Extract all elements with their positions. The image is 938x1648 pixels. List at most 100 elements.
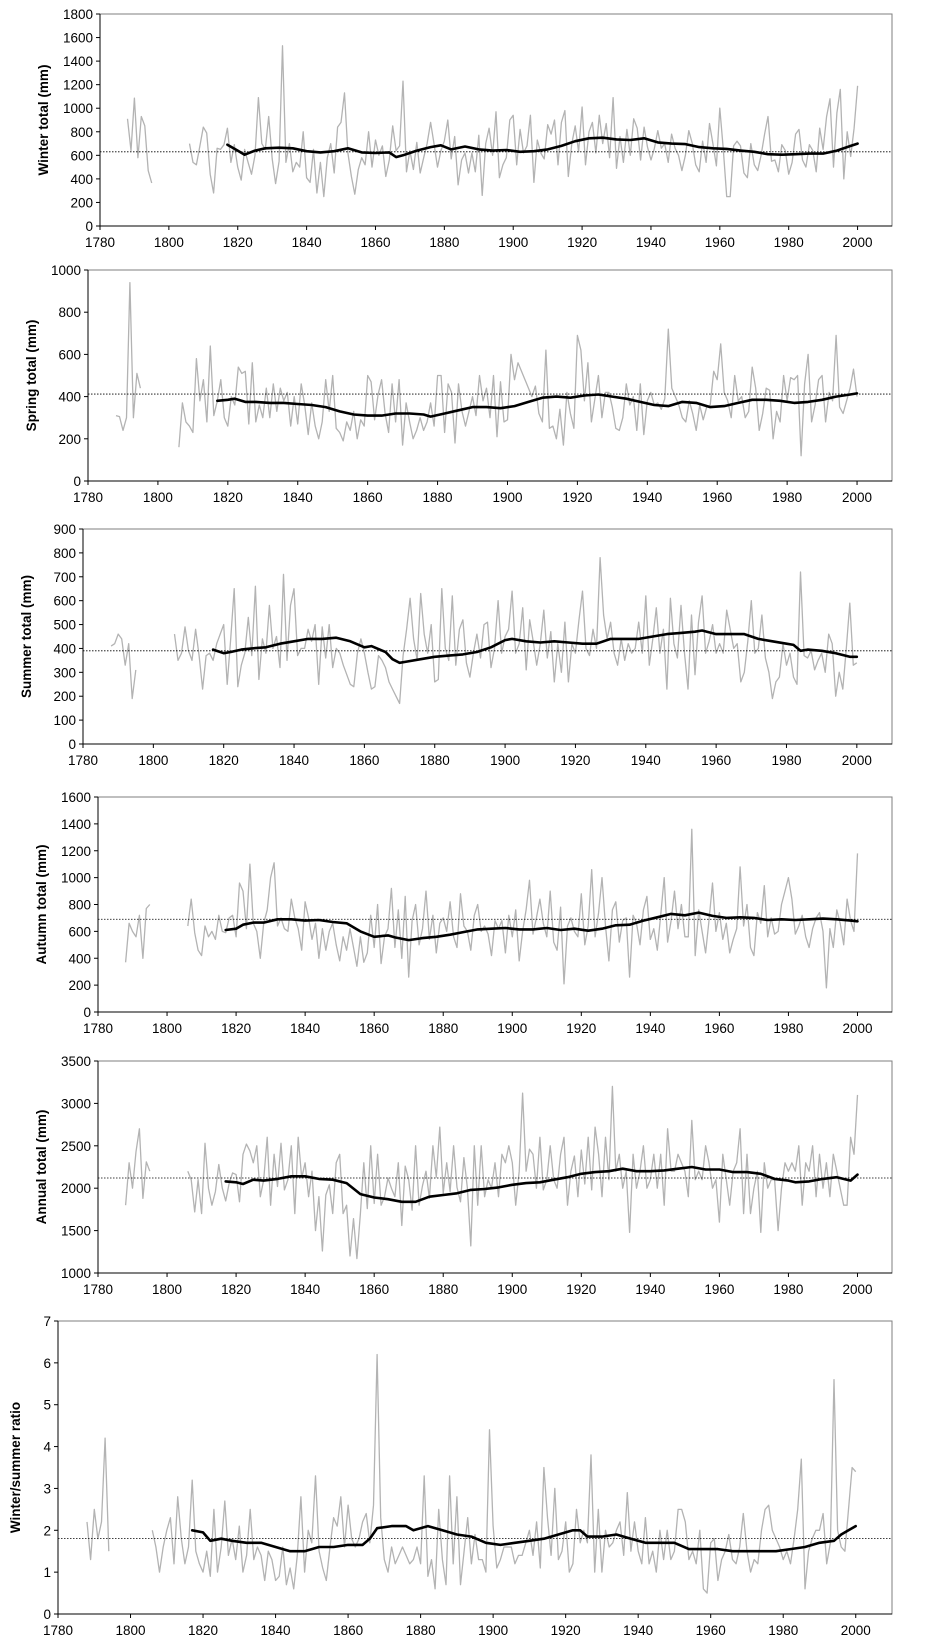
annual-total-mm-x-tick-label: 1980 bbox=[773, 1282, 803, 1297]
summer-total-mm-x-tick-label: 1940 bbox=[631, 753, 661, 768]
winter-summer-ratio-y-axis-title: Winter/summer ratio bbox=[8, 1402, 23, 1533]
summer-total-mm-y-axis-title: Summer total (mm) bbox=[19, 575, 34, 698]
autumn-total-mm-y-tick-label: 1400 bbox=[61, 817, 91, 832]
spring-total-mm-x-tick-label: 1900 bbox=[492, 490, 522, 505]
spring-total-mm-y-tick-label: 0 bbox=[73, 474, 81, 489]
summer-total-mm-y-tick-label: 800 bbox=[53, 546, 76, 561]
winter-summer-ratio-y-tick-label: 1 bbox=[43, 1565, 51, 1580]
winter-total-mm-y-tick-label: 1200 bbox=[63, 78, 93, 93]
winter-total-mm-y-tick-label: 1800 bbox=[63, 7, 93, 22]
winter-summer-ratio-y-tick-label: 5 bbox=[43, 1398, 51, 1413]
summer-total-mm-x-tick-label: 1900 bbox=[490, 753, 520, 768]
winter-total-mm-x-tick-label: 1820 bbox=[223, 235, 253, 250]
winter-total-mm-y-tick-label: 600 bbox=[70, 148, 93, 163]
winter-summer-ratio-x-tick-label: 1880 bbox=[406, 1623, 436, 1638]
spring-total-mm-y-tick-label: 1000 bbox=[51, 263, 81, 278]
winter-total-mm-x-tick-label: 1880 bbox=[429, 235, 459, 250]
winter-total-mm-x-tick-label: 1960 bbox=[705, 235, 735, 250]
panel-winter-summer-ratio: 0 1 2 3 4 5 6 7 1780 1800 1820 1840 1860 1880 1900 1920… bbox=[8, 1314, 893, 1638]
summer-total-mm-plot-frame bbox=[82, 528, 893, 745]
winter-summer-ratio-x-tick-label: 1900 bbox=[478, 1623, 508, 1638]
winter-summer-ratio-y-tick-label: 6 bbox=[43, 1356, 51, 1371]
winter-total-mm-x-tick-label: 1920 bbox=[567, 235, 597, 250]
autumn-total-mm-x-tick-label: 1920 bbox=[566, 1021, 596, 1036]
summer-total-mm-y-tick-label: 200 bbox=[53, 689, 76, 704]
winter-total-mm-x-tick-label: 1800 bbox=[154, 235, 184, 250]
summer-total-mm-annual-series-line bbox=[110, 557, 858, 705]
autumn-total-mm-x-tick-label: 1960 bbox=[704, 1021, 734, 1036]
winter-total-mm-x-tick-label: 1840 bbox=[292, 235, 322, 250]
annual-total-mm-y-axis-title: Annual total (mm) bbox=[34, 1110, 49, 1225]
autumn-total-mm-annual-series-line bbox=[124, 828, 859, 989]
winter-total-mm-annual-series-line bbox=[126, 45, 859, 198]
winter-summer-ratio-x-tick-label: 1920 bbox=[551, 1623, 581, 1638]
annual-total-mm-y-tick-label: 1500 bbox=[61, 1224, 91, 1239]
autumn-total-mm-x-tick-label: 1780 bbox=[83, 1021, 113, 1036]
winter-total-mm-y-tick-label: 200 bbox=[70, 195, 93, 210]
annual-total-mm-y-tick-label: 2000 bbox=[61, 1181, 91, 1196]
spring-total-mm-annual-series-line bbox=[115, 282, 858, 457]
panel-annual-total: 1000 1500 2000 2500 3000 3500 1780 1800 1820 1840… bbox=[34, 1054, 893, 1297]
spring-total-mm-x-tick-label: 1780 bbox=[73, 490, 103, 505]
autumn-total-mm-x-tick-label: 1820 bbox=[221, 1021, 251, 1036]
winter-summer-ratio-y-tick-label: 0 bbox=[43, 1607, 51, 1622]
winter-total-mm-x-tick-label: 1860 bbox=[360, 235, 390, 250]
winter-total-mm-y-tick-label: 1000 bbox=[63, 101, 93, 116]
summer-total-mm-x-tick-label: 1880 bbox=[420, 753, 450, 768]
summer-total-mm-x-tick-label: 2000 bbox=[842, 753, 872, 768]
autumn-total-mm-y-tick-label: 600 bbox=[68, 924, 91, 939]
winter-summer-ratio-y-tick-label: 2 bbox=[43, 1523, 51, 1538]
summer-total-mm-x-tick-label: 1800 bbox=[138, 753, 168, 768]
summer-total-mm-x-tick-label: 1840 bbox=[279, 753, 309, 768]
summer-total-mm-y-tick-label: 700 bbox=[53, 570, 76, 585]
summer-total-mm-x-tick-label: 1780 bbox=[68, 753, 98, 768]
spring-total-mm-x-tick-label: 1840 bbox=[283, 490, 313, 505]
summer-total-mm-y-tick-label: 600 bbox=[53, 594, 76, 609]
autumn-total-mm-x-tick-label: 1900 bbox=[497, 1021, 527, 1036]
spring-total-mm-x-tick-label: 1920 bbox=[562, 490, 592, 505]
winter-total-mm-x-tick-label: 1940 bbox=[636, 235, 666, 250]
spring-total-mm-y-axis-title: Spring total (mm) bbox=[24, 320, 39, 432]
spring-total-mm-y-tick-label: 400 bbox=[58, 390, 81, 405]
winter-total-mm-x-tick-label: 1900 bbox=[498, 235, 528, 250]
spring-total-mm-y-tick-label: 800 bbox=[58, 305, 81, 320]
summer-total-mm-y-tick-label: 300 bbox=[53, 665, 76, 680]
annual-total-mm-x-tick-label: 1960 bbox=[704, 1282, 734, 1297]
winter-summer-ratio-x-tick-label: 1800 bbox=[115, 1623, 145, 1638]
spring-total-mm-y-tick-label: 200 bbox=[58, 432, 81, 447]
autumn-total-mm-y-axis-title: Autumn total (mm) bbox=[34, 845, 49, 965]
panel-autumn-total: 0 200 400 600 800 1000 1200 1400 1600 1780 1800 182… bbox=[34, 790, 893, 1036]
autumn-total-mm-x-tick-label: 1800 bbox=[152, 1021, 182, 1036]
winter-summer-ratio-x-tick-label: 1820 bbox=[188, 1623, 218, 1638]
spring-total-mm-x-tick-label: 1820 bbox=[213, 490, 243, 505]
summer-total-mm-y-tick-label: 100 bbox=[53, 713, 76, 728]
autumn-total-mm-y-tick-label: 200 bbox=[68, 978, 91, 993]
autumn-total-mm-y-tick-label: 400 bbox=[68, 951, 91, 966]
winter-summer-ratio-y-tick-label: 4 bbox=[43, 1440, 51, 1455]
annual-total-mm-y-tick-label: 3500 bbox=[61, 1054, 91, 1069]
autumn-total-mm-y-tick-label: 1200 bbox=[61, 844, 91, 859]
autumn-total-mm-x-tick-label: 1880 bbox=[428, 1021, 458, 1036]
panel-winter-total: 0 200 400 600 800 1000 1200 1400 1600 1800 1780 180… bbox=[36, 7, 893, 250]
autumn-total-mm-y-tick-label: 0 bbox=[83, 1005, 91, 1020]
annual-total-mm-x-tick-label: 1840 bbox=[290, 1282, 320, 1297]
summer-total-mm-y-tick-label: 400 bbox=[53, 641, 76, 656]
winter-total-mm-smoothed-series-line bbox=[226, 136, 859, 159]
winter-total-mm-y-axis-title: Winter total (mm) bbox=[36, 65, 51, 176]
spring-total-mm-y-tick-label: 600 bbox=[58, 347, 81, 362]
autumn-total-mm-x-tick-label: 1840 bbox=[290, 1021, 320, 1036]
summer-total-mm-x-tick-label: 1960 bbox=[701, 753, 731, 768]
autumn-total-mm-y-tick-label: 800 bbox=[68, 898, 91, 913]
winter-summer-ratio-smoothed-series-line bbox=[190, 1524, 857, 1553]
annual-total-mm-annual-series-line bbox=[124, 1085, 859, 1260]
annual-total-mm-x-tick-label: 2000 bbox=[842, 1282, 872, 1297]
spring-total-mm-smoothed-series-line bbox=[216, 392, 859, 418]
winter-summer-ratio-x-tick-label: 1980 bbox=[768, 1623, 798, 1638]
autumn-total-mm-x-tick-label: 1860 bbox=[359, 1021, 389, 1036]
summer-total-mm-x-tick-label: 1860 bbox=[349, 753, 379, 768]
summer-total-mm-smoothed-series-line bbox=[211, 629, 859, 665]
winter-summer-ratio-x-tick-label: 1940 bbox=[623, 1623, 653, 1638]
panel-summer-total: 0 100 200 300 400 500 600 700 800 900 1780 1800 1820… bbox=[19, 522, 893, 768]
summer-total-mm-y-tick-label: 0 bbox=[68, 737, 76, 752]
winter-summer-ratio-x-tick-label: 1780 bbox=[43, 1623, 73, 1638]
